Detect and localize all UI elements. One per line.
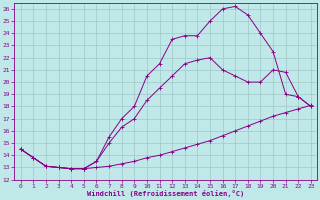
- X-axis label: Windchill (Refroidissement éolien,°C): Windchill (Refroidissement éolien,°C): [87, 190, 244, 197]
